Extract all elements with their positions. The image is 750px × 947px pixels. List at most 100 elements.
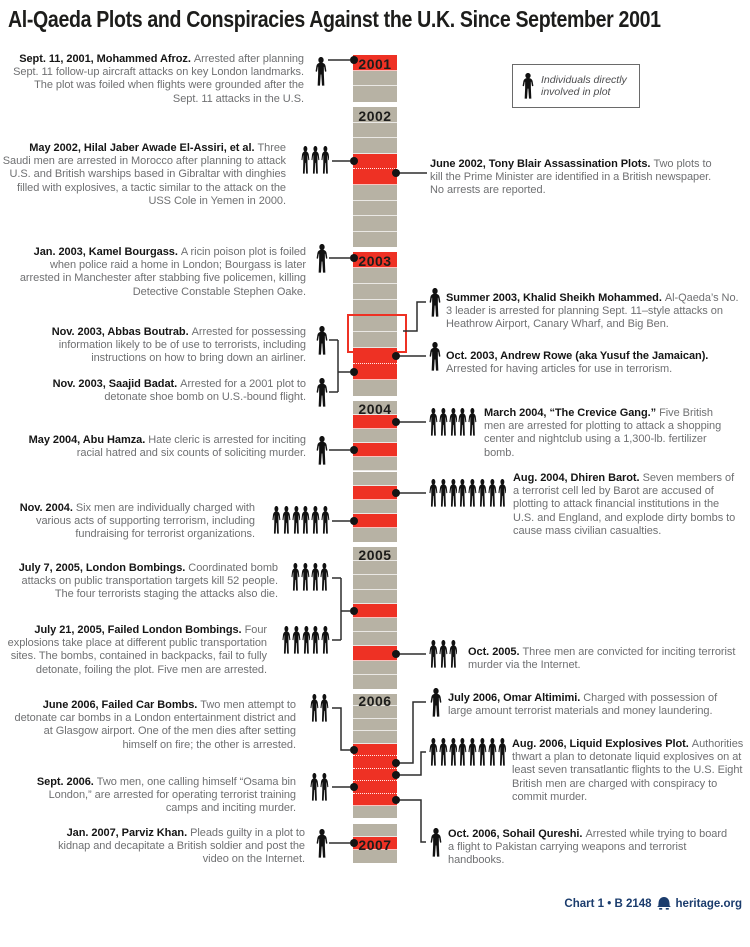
timeline-segment-red xyxy=(353,55,397,71)
person-icon xyxy=(439,479,448,507)
event-entry-nov-2004: Nov. 2004. Six men are individually char… xyxy=(5,502,255,542)
person-icon xyxy=(311,626,320,654)
timeline-segment-gray xyxy=(353,216,397,232)
timeline-segment-red xyxy=(353,646,397,661)
event-date: Summer 2003, Khalid Sheikh Mohammed. xyxy=(446,292,665,304)
person-icon xyxy=(311,563,319,591)
person-icon xyxy=(320,773,329,801)
timeline-segment-gray xyxy=(353,185,397,201)
timeline-segment-gray xyxy=(353,268,397,284)
person-icon xyxy=(291,563,300,591)
timeline-segment-gray xyxy=(353,849,397,863)
event-entry-may-2004: May 2004, Abu Hamza. Hate cleric is arre… xyxy=(28,434,306,460)
event-entry-june-2006: June 2006, Failed Car Bombs. Two men att… xyxy=(8,699,297,752)
involved-individuals-icons xyxy=(310,694,329,722)
person-icon xyxy=(430,688,442,717)
event-description: Al-Qaeda’s No. 3 leader is arrested for … xyxy=(446,292,739,331)
involved-individuals-icons xyxy=(429,640,457,668)
person-icon xyxy=(478,738,487,766)
event-description: Hate cleric is arrested for inciting rac… xyxy=(76,434,306,460)
person-icon xyxy=(292,626,301,654)
event-date: Aug. 2006, Liquid Explosives Plot. xyxy=(512,738,692,750)
chart-number-label: Chart 1 • B 2148 xyxy=(564,897,652,910)
timeline-segment-red xyxy=(353,169,397,185)
timeline-segment-red xyxy=(353,513,397,528)
event-entry-july-2006: July 2006, Omar Altimimi. Charged with p… xyxy=(448,692,744,718)
person-icon xyxy=(458,738,467,766)
timeline-segment-red xyxy=(353,364,397,380)
person-icon xyxy=(316,829,328,858)
timeline-segment-gray xyxy=(353,107,397,123)
year-label-2002: 2002 xyxy=(358,108,392,124)
event-date: Nov. 2004. xyxy=(19,502,76,514)
person-icon xyxy=(439,738,448,766)
event-date: July 2006, Omar Altimimi. xyxy=(448,692,584,704)
event-description: Two plots to kill the Prime Minister are… xyxy=(430,158,712,197)
involved-individuals-icons xyxy=(282,626,330,654)
event-entry-oct-2005: Oct. 2005. Three men are convicted for i… xyxy=(468,646,742,672)
timeline-segment-gray xyxy=(353,401,397,416)
involved-individuals-icons xyxy=(310,773,329,801)
timeline-segment-gray xyxy=(353,429,397,444)
person-icon xyxy=(498,738,506,766)
timeline-segment-gray xyxy=(353,200,397,217)
person-icon xyxy=(315,57,327,86)
event-entry-aug-2004: Aug. 2004, Dhiren Barot. Seven members o… xyxy=(513,472,741,538)
timeline-segment-red xyxy=(353,836,397,850)
year-label-2006: 2006 xyxy=(358,693,392,709)
timeline-segment-gray xyxy=(353,618,397,633)
timeline-segment-gray xyxy=(353,231,397,248)
timeline-segment-gray xyxy=(353,527,397,542)
timeline-segment-gray xyxy=(353,471,397,486)
person-icon xyxy=(430,828,442,857)
event-entry-aug-2006: Aug. 2006, Liquid Explosives Plot. Autho… xyxy=(512,738,744,804)
person-icon xyxy=(522,73,534,99)
person-icon xyxy=(429,738,438,766)
involved-individuals-icons xyxy=(430,688,442,717)
page-title: Al-Qaeda Plots and Conspiracies Against … xyxy=(8,6,661,32)
event-description: Three Saudi men are arrested in Morocco … xyxy=(2,142,286,207)
involved-individuals-icons xyxy=(301,146,329,174)
timeline-segment-red xyxy=(353,756,397,769)
event-date: July 21, 2005, Failed London Bombings. xyxy=(34,624,245,636)
footer: Chart 1 • B 2148 heritage.org xyxy=(564,897,742,910)
person-icon xyxy=(449,640,457,668)
timeline-segment-red xyxy=(353,768,397,782)
involved-individuals-icons xyxy=(316,326,328,355)
person-icon xyxy=(468,738,477,766)
event-entry-sept-2001: Sept. 11, 2001, Mohammed Afroz. Arrested… xyxy=(8,53,304,106)
person-icon xyxy=(449,408,457,436)
timeline-segment-red xyxy=(353,153,397,170)
person-icon xyxy=(272,506,281,534)
involved-individuals-icons xyxy=(429,342,441,371)
event-date: Jan. 2007, Parviz Khan. xyxy=(66,827,191,839)
event-entry-june-2002: June 2002, Tony Blair Assassination Plot… xyxy=(430,158,722,198)
person-icon xyxy=(320,563,329,591)
involved-individuals-icons xyxy=(429,479,506,507)
event-entry-jan-2003: Jan. 2003, Kamel Bourgass. A ricin poiso… xyxy=(8,246,306,299)
person-icon xyxy=(478,479,487,507)
event-entry-march-2004: March 2004, “The Crevice Gang.” Five Bri… xyxy=(484,407,736,460)
event-entry-nov-2003-boutrab: Nov. 2003, Abbas Boutrab. Arrested for p… xyxy=(28,326,306,366)
event-date: Oct. 2005. xyxy=(468,646,523,658)
person-icon xyxy=(302,626,310,654)
legend: Individuals directly involved in plot xyxy=(512,64,640,108)
person-icon xyxy=(316,326,328,355)
timeline-segment-red xyxy=(353,603,397,618)
timeline-segment-gray xyxy=(353,561,397,576)
event-date: Oct. 2006, Sohail Qureshi. xyxy=(448,828,586,840)
event-date: March 2004, “The Crevice Gang.” xyxy=(484,407,660,419)
timeline-segment-gray xyxy=(353,575,397,590)
event-date: Jan. 2003, Kamel Bourgass. xyxy=(33,246,181,258)
timeline-segment-gray xyxy=(353,718,397,732)
involved-individuals-icons xyxy=(315,57,327,86)
person-icon xyxy=(429,408,438,436)
event-entry-nov-2003-badat: Nov. 2003, Saajid Badat. Arrested for a … xyxy=(28,378,306,404)
person-icon xyxy=(429,640,438,668)
person-icon xyxy=(316,378,328,407)
person-icon xyxy=(320,694,329,722)
person-icon xyxy=(321,146,329,174)
timeline-segment-gray xyxy=(353,457,397,472)
involved-individuals-icons xyxy=(316,244,328,273)
